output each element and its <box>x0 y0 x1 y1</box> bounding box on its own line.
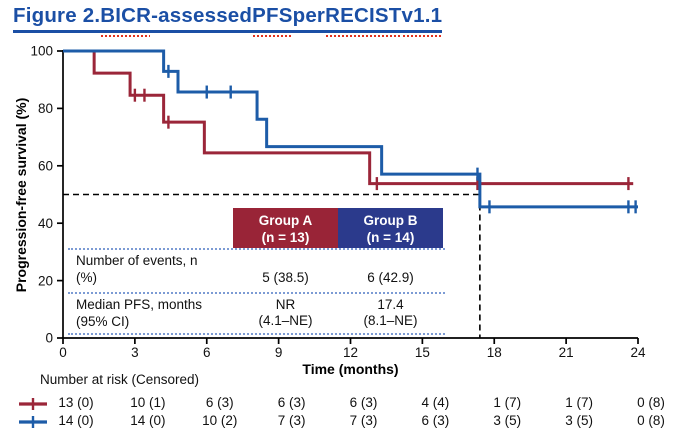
svg-text:18: 18 <box>487 345 502 360</box>
x-tick-labels: 0 3 6 9 12 15 18 21 24 <box>59 345 646 360</box>
svg-text:40: 40 <box>38 216 53 231</box>
svg-text:24: 24 <box>630 345 646 360</box>
risk-value: 6 (3) <box>277 395 306 410</box>
x-axis-title: Time (months) <box>302 361 399 377</box>
row-label-events: Number of events, n (%) <box>76 253 198 285</box>
title-segment-misspelled: RECIST <box>325 4 402 37</box>
risk-value: 10 (2) <box>202 413 238 428</box>
risk-value: 0 (8) <box>637 413 665 428</box>
risk-value: 0 (8) <box>637 395 665 410</box>
svg-text:80: 80 <box>38 101 53 116</box>
title-segment-misspelled: v1.1 <box>401 4 443 37</box>
risk-value: 7 (3) <box>277 413 306 428</box>
risk-value: 6 (3) <box>421 413 450 428</box>
title-segment: -assessed <box>151 4 253 27</box>
svg-text:100: 100 <box>30 44 53 59</box>
title-segment: per <box>292 4 326 27</box>
km-curve-group-b <box>63 49 638 214</box>
group-a-n: (n = 13) <box>261 230 310 245</box>
risk-value: 10 (1) <box>130 395 166 410</box>
title-segment: Figure 2. <box>13 4 101 27</box>
median-dashed-lines <box>63 193 481 338</box>
risk-value: 14 (0) <box>130 413 166 428</box>
svg-text:0: 0 <box>59 345 67 360</box>
group-b-label: Group B <box>363 213 418 228</box>
risk-value: 1 (7) <box>565 395 594 410</box>
km-curve-group-a <box>63 49 634 191</box>
figure-title: Figure 2. BICR-assessed PFS per RECIST v… <box>13 4 443 37</box>
svg-text:0: 0 <box>45 331 53 346</box>
risk-value: 7 (3) <box>349 413 378 428</box>
risk-value: 3 (5) <box>493 413 522 428</box>
group-a-label: Group A <box>258 213 313 228</box>
median-group-a: NR (4.1–NE) <box>258 297 313 328</box>
title-segment-misspelled: PFS <box>252 4 293 37</box>
risk-legend-marker-group-b <box>19 416 47 428</box>
row-label-median-pfs: Median PFS, months (95% CI) <box>76 297 203 329</box>
svg-text:9: 9 <box>275 345 283 360</box>
events-group-a: 5 (38.5) <box>262 270 309 285</box>
risk-value: 14 (0) <box>58 413 94 428</box>
y-tick-labels: 0 20 40 60 80 100 <box>30 44 53 346</box>
number-at-risk-label: Number at risk (Censored) <box>40 372 200 387</box>
table-divider <box>68 292 445 294</box>
group-b-n: (n = 14) <box>366 230 415 245</box>
table-divider <box>68 333 445 335</box>
axes <box>57 50 639 344</box>
risk-value: 13 (0) <box>58 395 94 410</box>
svg-text:20: 20 <box>38 273 53 288</box>
summary-header-group-a: Group A (n = 13) <box>233 208 338 248</box>
risk-value: 6 (3) <box>349 395 378 410</box>
svg-text:6: 6 <box>203 345 211 360</box>
risk-value: 6 (3) <box>205 395 234 410</box>
title-segment-misspelled: BICR <box>100 4 152 37</box>
risk-legend-marker-group-a <box>19 398 47 410</box>
svg-text:12: 12 <box>343 345 358 360</box>
risk-value: 3 (5) <box>565 413 594 428</box>
events-group-b: 6 (42.9) <box>367 270 414 285</box>
svg-text:3: 3 <box>131 345 139 360</box>
summary-header-group-b: Group B (n = 14) <box>338 208 443 248</box>
risk-value: 4 (4) <box>421 395 450 410</box>
svg-text:15: 15 <box>415 345 430 360</box>
median-group-b: 17.4 (8.1–NE) <box>363 297 418 328</box>
risk-value: 1 (7) <box>493 395 522 410</box>
svg-text:21: 21 <box>559 345 574 360</box>
svg-text:60: 60 <box>38 159 53 174</box>
table-divider <box>68 248 445 250</box>
